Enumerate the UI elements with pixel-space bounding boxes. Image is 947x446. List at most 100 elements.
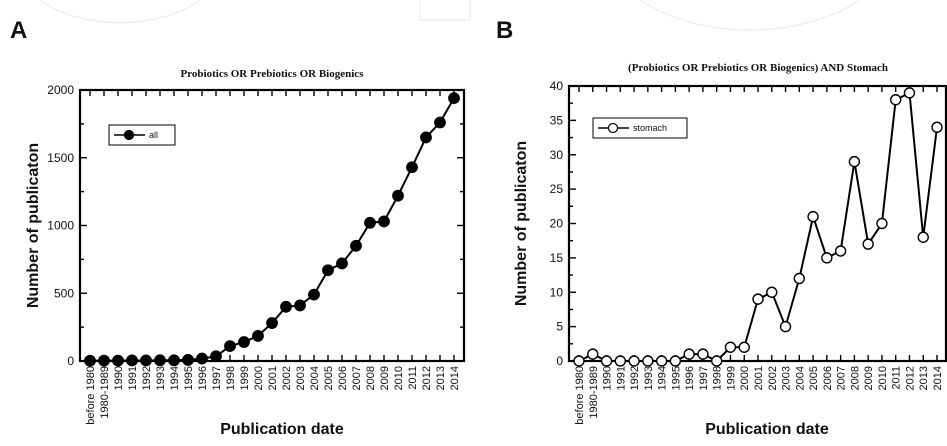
data-point <box>738 341 750 353</box>
x-tick-label: 2002 <box>767 366 779 390</box>
x-tick-label: 2013 <box>918 366 930 390</box>
panel-label-a: A <box>10 17 27 44</box>
x-tick-label: 1994 <box>169 366 181 390</box>
data-point <box>614 355 627 367</box>
y-tick-label: 15 <box>550 251 564 265</box>
data-point <box>848 155 861 168</box>
x-tick-label: 1990 <box>602 366 614 390</box>
y-tick-label: 500 <box>54 286 74 300</box>
data-point <box>752 293 764 305</box>
data-point <box>889 94 902 106</box>
legend-marker <box>607 122 619 134</box>
chart-panel-b: (Probiotics OR Prebiotics OR Biogenics) … <box>513 62 947 438</box>
legend-label: stomach <box>633 123 667 133</box>
y-tick-label: 10 <box>550 285 564 299</box>
data-point <box>628 355 640 367</box>
x-tick-label: 1996 <box>197 366 209 390</box>
x-tick-label: 2003 <box>295 366 307 390</box>
x-tick-label: 2011 <box>407 366 419 390</box>
data-point <box>683 348 695 360</box>
x-tick-label: 2002 <box>281 366 293 390</box>
data-point <box>308 288 320 301</box>
x-tick-label: 2012 <box>421 366 433 390</box>
legend-marker <box>123 129 135 141</box>
x-tick-label: 2005 <box>323 366 335 390</box>
x-tick-label: 1999 <box>239 366 251 390</box>
y-tick-label: 5 <box>556 320 563 334</box>
data-point <box>126 354 138 367</box>
data-point <box>807 210 819 223</box>
data-point <box>862 238 874 250</box>
y-axis-label: Number of publicaton <box>25 143 42 308</box>
data-point <box>182 354 194 366</box>
y-tick-label: 30 <box>550 148 564 162</box>
x-tick-label: 2013 <box>435 366 447 390</box>
y-axis-label: Number of publicaton <box>513 141 530 306</box>
x-axis-label: Publication date <box>220 421 344 438</box>
data-point <box>224 340 236 352</box>
x-tick-label: 2009 <box>379 366 391 390</box>
x-tick-label: 2000 <box>253 366 265 390</box>
data-point <box>931 121 943 133</box>
data-point <box>876 217 888 230</box>
background-watermark <box>39 0 861 31</box>
chart-title: (Probiotics OR Prebiotics OR Biogenics) … <box>628 62 888 74</box>
data-point <box>294 299 306 312</box>
x-tick-label: 2014 <box>449 366 461 390</box>
legend-label: all <box>149 130 158 140</box>
data-point <box>392 189 404 202</box>
data-point <box>766 286 778 298</box>
data-point <box>655 355 668 367</box>
data-point <box>266 317 278 329</box>
data-point <box>697 348 709 360</box>
x-tick-label: 1992 <box>629 366 641 390</box>
data-point <box>669 355 682 367</box>
x-tick-label: 2012 <box>904 366 916 390</box>
x-tick-label: 1993 <box>155 366 167 390</box>
data-point <box>322 264 334 277</box>
data-point <box>112 354 124 367</box>
x-tick-label: 1998 <box>225 366 237 390</box>
data-point <box>154 354 166 367</box>
y-tick-label: 35 <box>550 113 564 127</box>
panel-label-b: B <box>496 17 513 44</box>
data-point <box>834 245 847 257</box>
x-tick-label: 2008 <box>365 366 377 390</box>
data-point <box>406 161 418 174</box>
legend-box <box>592 117 688 139</box>
data-point <box>364 216 376 229</box>
data-point <box>350 239 362 252</box>
data-point <box>196 352 208 365</box>
x-tick-label: 2001 <box>267 366 279 390</box>
data-point <box>434 116 446 129</box>
y-tick-label: 0 <box>556 354 563 368</box>
data-point <box>252 330 264 342</box>
y-tick-label: 0 <box>67 354 74 368</box>
x-tick-label: 1980-1989 <box>99 366 111 419</box>
x-tick-label: 1996 <box>684 366 696 390</box>
x-tick-label: 2001 <box>753 366 765 390</box>
x-tick-label: 1995 <box>183 366 195 390</box>
x-tick-label: 2014 <box>932 366 944 390</box>
data-point <box>793 272 806 285</box>
x-tick-label: 1993 <box>643 366 655 390</box>
y-tick-label: 1000 <box>47 219 74 233</box>
data-point <box>84 354 96 367</box>
x-tick-label: 2010 <box>877 366 889 390</box>
x-tick-label: 1980-1989 <box>588 366 600 419</box>
x-tick-label: 2010 <box>393 366 405 390</box>
data-point <box>724 341 737 353</box>
data-point <box>573 355 585 367</box>
x-tick-label: 2000 <box>739 366 751 390</box>
data-point <box>710 355 723 367</box>
x-tick-label: 1995 <box>670 366 682 390</box>
data-point <box>600 355 613 367</box>
chart-panel-a: Probiotics OR Prebiotics OR Biogenics Num… <box>25 68 466 438</box>
y-tick-label: 20 <box>550 217 564 231</box>
x-tick-label: 2007 <box>351 366 363 390</box>
data-point <box>238 336 250 348</box>
x-tick-label: 2004 <box>309 366 321 390</box>
data-point <box>168 354 180 367</box>
x-tick-label: 2007 <box>836 366 848 390</box>
